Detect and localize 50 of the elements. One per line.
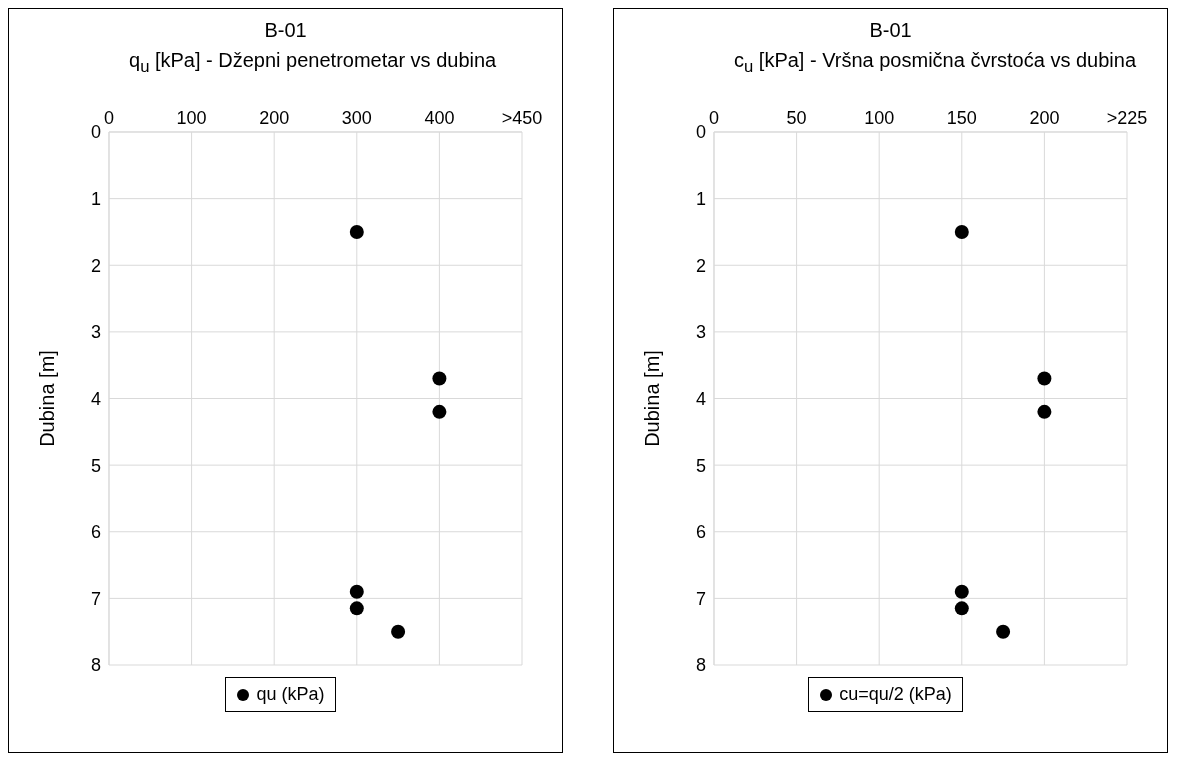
y-tick-label: 7 <box>695 588 706 609</box>
y-tick-label: 1 <box>90 189 101 210</box>
point <box>349 601 364 616</box>
y-axis-title: Dubina [m] <box>36 350 59 447</box>
x-tick-label: 50 <box>786 108 807 128</box>
y-tick-label: 0 <box>90 122 101 143</box>
x-tick-label: 200 <box>259 108 290 128</box>
legend-label: cu=qu/2 (kPa) <box>838 684 952 705</box>
point <box>954 601 969 616</box>
y-tick-label: 8 <box>695 655 706 676</box>
chart-subtitle: c$_{u}$ [kPa] - Vršna posmična čvrstoća vs dubina <box>734 48 1137 78</box>
y-tick-label: 7 <box>90 588 101 609</box>
y-tick-label: 4 <box>695 388 706 409</box>
point <box>391 624 406 639</box>
y-tick-label: 3 <box>90 322 101 343</box>
y-tick-label: 5 <box>90 455 101 476</box>
y-tick-label: 5 <box>695 455 706 476</box>
point <box>432 371 447 386</box>
chart-title: B-01 <box>868 18 913 43</box>
y-tick-label: 3 <box>695 322 706 343</box>
x-tick-label: >450 <box>501 108 543 128</box>
y-tick-label: 2 <box>695 255 706 276</box>
y-tick-label: 2 <box>90 255 101 276</box>
x-tick-label: 100 <box>864 108 895 128</box>
y-tick-label: 1 <box>695 189 706 210</box>
y-axis-title: Dubina [m] <box>641 350 664 447</box>
x-tick-label: 300 <box>341 108 372 128</box>
y-tick-label: 4 <box>90 388 101 409</box>
x-tick-label: 400 <box>424 108 455 128</box>
point <box>996 624 1011 639</box>
x-tick-label: 200 <box>1029 108 1060 128</box>
x-tick-label: 0 <box>103 108 115 128</box>
x-tick-label: >225 <box>1106 108 1148 128</box>
y-tick-label: 0 <box>695 122 706 143</box>
chart-title: B-01 <box>263 18 308 43</box>
point <box>349 584 364 599</box>
x-tick-label: 100 <box>176 108 207 128</box>
y-tick-label: 6 <box>90 522 101 543</box>
y-tick-label: 8 <box>90 655 101 676</box>
point <box>1037 404 1052 419</box>
legend-label: qu (kPa) <box>255 684 325 705</box>
y-tick-label: 6 <box>695 522 706 543</box>
x-tick-label: 150 <box>946 108 977 128</box>
x-tick-label: 0 <box>708 108 720 128</box>
chart-subtitle: q$_{u}$ [kPa] - Džepni penetrometar vs dubina <box>129 48 497 78</box>
point <box>432 404 447 419</box>
point <box>954 224 969 239</box>
point <box>349 224 364 239</box>
point <box>954 584 969 599</box>
point <box>1037 371 1052 386</box>
